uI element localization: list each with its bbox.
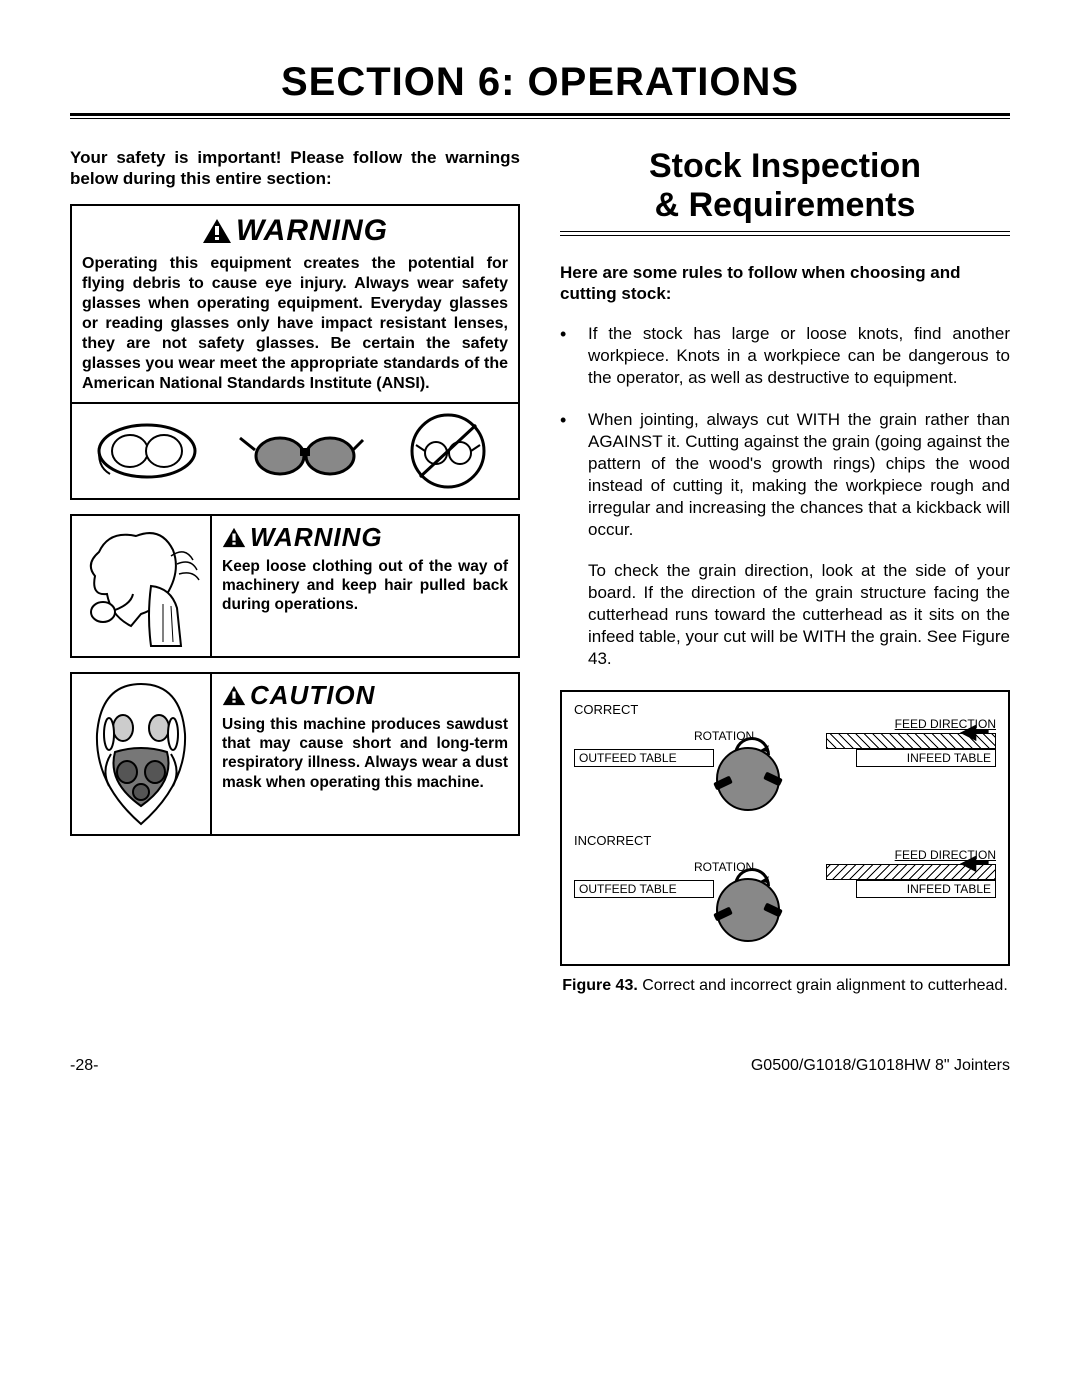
caution-label: CAUTION <box>250 680 375 711</box>
warning-text: Keep loose clothing out of the way of ma… <box>222 557 508 615</box>
infeed-table-label: INFEED TABLE <box>856 749 996 767</box>
warning-header: WARNING <box>82 214 508 248</box>
page-number: -28- <box>70 1057 98 1075</box>
left-column: Your safety is important! Please follow … <box>70 147 520 997</box>
warning-header: WARNING <box>222 522 508 553</box>
subtitle-rule <box>560 235 1010 236</box>
warning-label: WARNING <box>236 214 388 248</box>
dust-mask-icon <box>81 674 201 834</box>
diagram-label: INCORRECT <box>574 833 996 848</box>
two-column-layout: Your safety is important! Please follow … <box>70 147 1010 997</box>
warning-box-hair: WARNING Keep loose clothing out of the w… <box>70 514 520 658</box>
rule-text: To check the grain direction, look at th… <box>588 560 1010 670</box>
cutterhead-icon <box>716 878 780 942</box>
right-title-line1: Stock Inspection <box>649 147 921 185</box>
right-column: Stock Inspection & Requirements Here are… <box>560 147 1010 997</box>
section-title: SECTION 6: OPERATIONS <box>70 60 1010 105</box>
warning-text: Operating this equipment creates the pot… <box>82 254 508 394</box>
rule-item: When jointing, always cut WITH the grain… <box>560 409 1010 670</box>
caution-box-dust: CAUTION Using this machine produces sawd… <box>70 672 520 836</box>
subtitle-rule <box>560 231 1010 232</box>
alert-triangle-icon <box>202 218 232 244</box>
grain-diagram: CORRECT FEED DIRECTION ◀━ ROTATION OUTFE… <box>560 690 1010 966</box>
not-regular-glasses-icon <box>398 411 498 491</box>
doc-id: G0500/G1018/G1018HW 8" Jointers <box>751 1057 1010 1075</box>
right-title: Stock Inspection & Requirements <box>560 147 1010 225</box>
infeed-table-label: INFEED TABLE <box>856 880 996 898</box>
rule-item: If the stock has large or loose knots, f… <box>560 323 1010 389</box>
right-title-line2: & Requirements <box>655 186 916 224</box>
page-footer: -28- G0500/G1018/G1018HW 8" Jointers <box>70 1057 1010 1075</box>
diagram-label: CORRECT <box>574 702 996 717</box>
cutterhead-icon <box>716 747 780 811</box>
title-rule-thin <box>70 118 1010 119</box>
alert-triangle-icon <box>222 685 246 706</box>
right-intro: Here are some rules to follow when choos… <box>560 262 1010 305</box>
caution-text: Using this machine produces sawdust that… <box>222 715 508 793</box>
warning-label: WARNING <box>250 522 383 553</box>
caution-header: CAUTION <box>222 680 508 711</box>
rule-text: If the stock has large or loose knots, f… <box>588 323 1010 389</box>
title-rule-thick <box>70 113 1010 116</box>
warning-box-eye: WARNING Operating this equipment creates… <box>70 204 520 404</box>
wood-hatch <box>826 864 996 880</box>
alert-triangle-icon <box>222 527 246 548</box>
goggles-icon <box>92 416 202 486</box>
figure-caption: Figure 43. Correct and incorrect grain a… <box>560 976 1010 997</box>
diagram-incorrect: INCORRECT FEED DIRECTION ◀━ ROTATION OUT… <box>574 833 996 948</box>
outfeed-table-label: OUTFEED TABLE <box>574 880 714 898</box>
rule-text: When jointing, always cut WITH the grain… <box>588 409 1010 542</box>
glasses-illustration-row <box>70 404 520 500</box>
wood-hatch <box>826 733 996 749</box>
safety-glasses-icon <box>235 416 365 486</box>
person-hair-icon <box>81 516 201 656</box>
diagram-correct: CORRECT FEED DIRECTION ◀━ ROTATION OUTFE… <box>574 702 996 817</box>
dustmask-illustration <box>72 674 212 834</box>
safety-intro: Your safety is important! Please follow … <box>70 147 520 190</box>
figure-caption-text: Correct and incorrect grain alignment to… <box>638 977 1008 994</box>
rule-text-span: To check the grain direction, look at th… <box>588 561 1010 668</box>
outfeed-table-label: OUTFEED TABLE <box>574 749 714 767</box>
hair-illustration <box>72 516 212 656</box>
rules-list: If the stock has large or loose knots, f… <box>560 323 1010 670</box>
figure-number: Figure 43. <box>562 977 638 994</box>
